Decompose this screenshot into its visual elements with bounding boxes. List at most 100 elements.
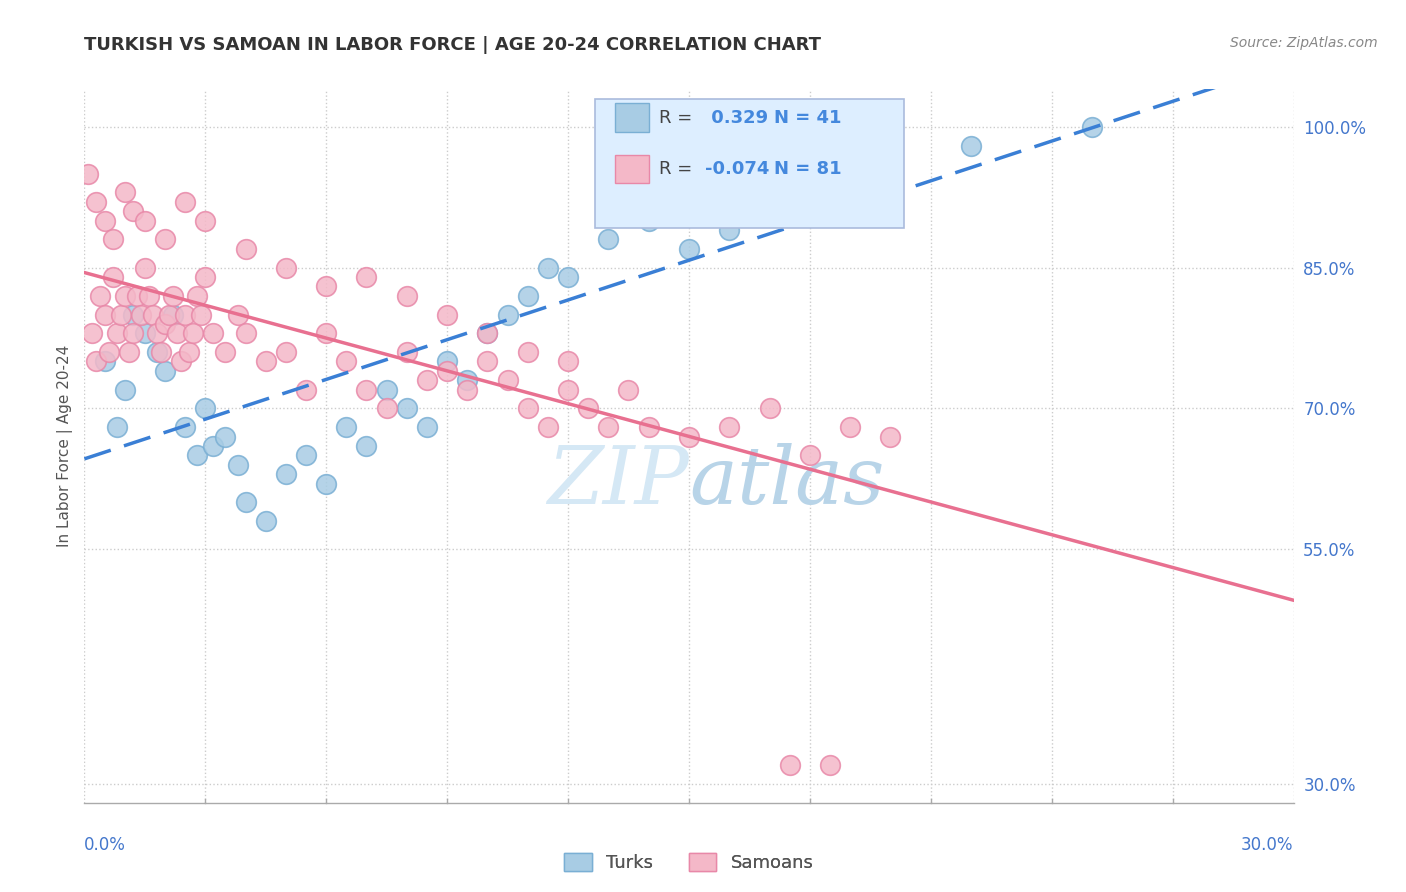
Point (153, 232, 176, 246)
Point (194, 401, 217, 416)
Point (557, 270, 579, 285)
Point (93, 213, 115, 227)
Point (879, 429, 901, 443)
Point (153, 317, 176, 331)
Point (395, 401, 418, 416)
Point (254, 514, 277, 528)
Point (274, 467, 297, 482)
Point (114, 383, 136, 397)
Point (162, 308, 184, 322)
Point (214, 429, 236, 443)
Text: Source: ZipAtlas.com: Source: ZipAtlas.com (1230, 36, 1378, 50)
Text: R =: R = (658, 161, 697, 178)
Text: -0.074: -0.074 (704, 161, 769, 178)
Text: N = 81: N = 81 (773, 161, 841, 178)
Point (118, 345, 141, 359)
Point (477, 354, 499, 368)
Point (174, 308, 197, 322)
Point (235, 242, 257, 256)
Point (101, 232, 124, 246)
Point (86, 194, 108, 209)
Point (818, 758, 841, 772)
Text: 30.0%: 30.0% (1241, 836, 1294, 854)
Point (516, 289, 538, 303)
Point (138, 289, 160, 303)
Point (557, 354, 579, 368)
Point (105, 420, 128, 434)
Point (153, 364, 176, 378)
Point (157, 308, 180, 322)
Point (174, 194, 197, 209)
Point (226, 308, 249, 322)
Point (146, 326, 169, 341)
Y-axis label: In Labor Force | Age 20-24: In Labor Force | Age 20-24 (58, 345, 73, 547)
Point (110, 308, 132, 322)
Point (101, 270, 124, 285)
Point (416, 373, 439, 387)
Point (254, 354, 277, 368)
Point (162, 289, 184, 303)
Point (395, 345, 418, 359)
Point (678, 242, 700, 256)
Point (194, 213, 217, 227)
Point (356, 270, 378, 285)
Point (456, 373, 478, 387)
Point (576, 401, 599, 416)
Point (637, 420, 659, 434)
Point (1081, 120, 1104, 134)
Text: R =: R = (658, 109, 697, 127)
Point (477, 326, 499, 341)
Text: ZIP: ZIP (547, 443, 689, 520)
Point (537, 420, 560, 434)
Point (839, 420, 862, 434)
Point (375, 383, 398, 397)
Point (335, 354, 357, 368)
Point (93, 354, 115, 368)
Text: atlas: atlas (689, 443, 884, 520)
Point (121, 204, 143, 219)
Point (436, 308, 458, 322)
Point (202, 326, 225, 341)
Point (170, 354, 193, 368)
Point (375, 401, 398, 416)
Point (82, 326, 104, 341)
Point (598, 420, 620, 434)
FancyBboxPatch shape (616, 103, 650, 132)
Point (134, 213, 156, 227)
Point (194, 270, 217, 285)
Point (799, 176, 821, 190)
Point (295, 449, 318, 463)
Point (202, 439, 225, 453)
Point (235, 326, 257, 341)
Point (718, 223, 741, 237)
Point (149, 345, 172, 359)
Point (174, 420, 197, 434)
Point (121, 308, 143, 322)
Point (779, 758, 801, 772)
Text: 0.329: 0.329 (704, 109, 768, 127)
Text: N = 41: N = 41 (773, 109, 841, 127)
Point (335, 420, 357, 434)
Point (598, 232, 620, 246)
Point (718, 120, 741, 134)
Point (799, 449, 821, 463)
Point (105, 326, 128, 341)
Point (879, 167, 901, 181)
Point (758, 194, 780, 209)
Point (456, 383, 478, 397)
Text: TURKISH VS SAMOAN IN LABOR FORCE | AGE 20-24 CORRELATION CHART: TURKISH VS SAMOAN IN LABOR FORCE | AGE 2… (84, 36, 821, 54)
Point (477, 326, 499, 341)
Point (356, 439, 378, 453)
Point (395, 289, 418, 303)
Point (179, 345, 201, 359)
Point (315, 279, 337, 293)
Point (93, 308, 115, 322)
Point (235, 495, 257, 509)
Legend: Turks, Samoans: Turks, Samoans (557, 846, 821, 880)
Point (960, 138, 983, 153)
Point (134, 326, 156, 341)
Point (86, 354, 108, 368)
Text: 0.0%: 0.0% (84, 836, 127, 854)
Point (315, 476, 337, 491)
Point (637, 213, 659, 227)
